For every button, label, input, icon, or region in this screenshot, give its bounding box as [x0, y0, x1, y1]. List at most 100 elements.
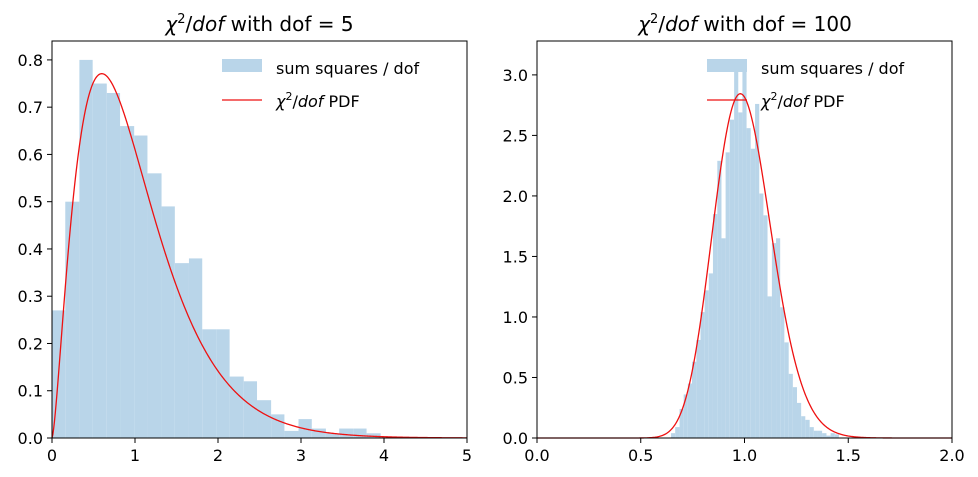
- histogram-bar: [817, 430, 823, 438]
- histogram-bar: [755, 103, 760, 438]
- legend-hist-label: sum squares / dof: [276, 59, 420, 78]
- histogram-bar: [767, 296, 772, 438]
- x-tick-label: 1: [130, 446, 140, 465]
- histogram-bar: [353, 428, 367, 438]
- title-sup: 2: [650, 12, 658, 27]
- chart-left-title: χ2/dof with dof = 5: [164, 12, 353, 36]
- title-chi: χ: [164, 12, 178, 36]
- histogram-bar: [700, 312, 705, 438]
- y-tick-label: 0.5: [503, 368, 528, 387]
- histogram-bar: [784, 342, 789, 438]
- histogram-bar: [675, 427, 680, 438]
- x-tick-label: 2.0: [939, 446, 964, 465]
- title-dof-word: dof: [665, 12, 700, 36]
- y-tick-label: 1.0: [503, 308, 528, 327]
- histogram-bar: [725, 152, 730, 439]
- histogram-bar: [325, 433, 340, 438]
- x-tick-label: 2: [213, 446, 223, 465]
- legend-pdf-label: χ2/dof PDF: [275, 90, 360, 111]
- x-tick-label: 3: [296, 446, 306, 465]
- histogram-bar: [738, 112, 743, 438]
- histogram-bar: [750, 148, 756, 438]
- legend: sum squares / dof χ2/dof PDF: [222, 59, 420, 111]
- histogram-bar: [202, 329, 217, 438]
- histogram-bar: [229, 376, 244, 438]
- y-tick-label: 0.5: [18, 193, 43, 212]
- histogram-bar: [717, 160, 722, 438]
- histogram-bar: [188, 258, 203, 438]
- histogram-bar: [120, 126, 135, 439]
- histogram-bar: [830, 433, 835, 438]
- histogram-bar: [366, 433, 381, 438]
- histogram-bar: [216, 329, 230, 438]
- title-rest: with dof = 5: [224, 12, 353, 36]
- y-tick-label: 2.5: [503, 126, 528, 145]
- histogram-bar: [742, 61, 747, 438]
- y-tick-label: 0.2: [18, 334, 43, 353]
- histogram-bar: [796, 402, 802, 438]
- histogram-bar: [284, 430, 299, 438]
- histogram-bar: [834, 434, 839, 438]
- title-dof-word: dof: [192, 12, 227, 36]
- histogram-bar: [704, 290, 709, 438]
- y-tick-label: 2.0: [503, 187, 528, 206]
- histogram-bar: [696, 339, 701, 438]
- legend-hist-label: sum squares / dof: [761, 59, 905, 78]
- histogram-bar: [712, 214, 718, 438]
- histogram-bar: [763, 215, 768, 438]
- histogram-bar: [271, 414, 285, 438]
- histogram-bar: [79, 59, 93, 439]
- x-tick-label: 1.5: [836, 446, 861, 465]
- legend-pdf-label: χ2/dof PDF: [760, 90, 845, 111]
- chart-left: χ2/dof with dof = 5 0 1 2 3 4 5 0.0 0.1 0.2 0.3 0.…: [18, 12, 473, 465]
- histogram-bar: [92, 83, 107, 439]
- histogram-bar: [792, 387, 797, 438]
- y-tick-label: 0.6: [18, 145, 43, 164]
- histogram-bar: [813, 430, 818, 438]
- histogram-bar: [106, 92, 121, 438]
- histogram-bar: [243, 381, 258, 438]
- chart-right-title: χ2/dof with dof = 100: [637, 12, 852, 36]
- y-tick-label: 0.8: [18, 51, 43, 70]
- legend-hist-patch: [707, 59, 747, 72]
- legend-hist-patch: [222, 59, 262, 72]
- x-tick-label: 4: [379, 446, 389, 465]
- x-tick-label: 5: [462, 446, 472, 465]
- histogram-bar: [822, 433, 827, 438]
- histogram-bar: [729, 119, 735, 439]
- histogram-bars: [671, 61, 839, 439]
- chart-right: χ2/dof with dof = 100 0.0 0.5 1.0 1.5 2.0 0.0…: [503, 12, 965, 465]
- tick-layer: 0 1 2 3 4 5 0.0 0.1 0.2 0.3 0.4 0.5 0.6 0.7 0.8: [18, 51, 473, 465]
- histogram-bar: [759, 193, 764, 438]
- histogram-bar: [809, 427, 814, 438]
- histogram-bar: [721, 238, 726, 438]
- x-tick-label: 0.5: [628, 446, 653, 465]
- y-tick-label: 0.0: [503, 429, 528, 448]
- histogram-bars: [52, 59, 381, 439]
- title-chi: χ: [637, 12, 651, 36]
- y-tick-label: 0.4: [18, 240, 43, 259]
- pdf-curve: [51, 73, 467, 439]
- histogram-bar: [134, 135, 148, 438]
- histogram-bar: [826, 435, 831, 438]
- histogram-bar: [771, 243, 777, 438]
- x-tick-label: 0.0: [524, 446, 549, 465]
- histogram-bar: [339, 428, 354, 438]
- title-rest: with dof = 100: [697, 12, 852, 36]
- legend: sum squares / dof χ2/dof PDF: [707, 59, 905, 111]
- histogram-bar: [311, 428, 326, 438]
- y-tick-label: 0.7: [18, 98, 43, 117]
- histogram-bar: [147, 173, 162, 439]
- histogram-bar: [801, 416, 806, 438]
- histogram-bar: [708, 273, 713, 438]
- histogram-bar: [683, 394, 688, 438]
- histogram-bar: [788, 373, 793, 438]
- histogram-bar: [161, 206, 175, 438]
- y-tick-label: 3.0: [503, 66, 528, 85]
- histogram-bar: [780, 307, 785, 438]
- title-sup: 2: [177, 12, 185, 27]
- y-tick-label: 0.3: [18, 287, 43, 306]
- x-tick-label: 0: [47, 446, 57, 465]
- histogram-bar: [687, 383, 693, 438]
- histogram-bar: [65, 201, 80, 438]
